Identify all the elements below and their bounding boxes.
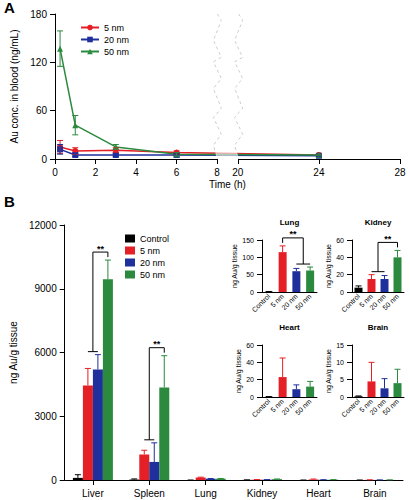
svg-text:Kidney: Kidney — [247, 488, 278, 499]
svg-text:6: 6 — [174, 167, 180, 178]
svg-text:150: 150 — [242, 237, 254, 244]
svg-text:Brain: Brain — [363, 488, 386, 499]
svg-text:180: 180 — [30, 9, 47, 20]
svg-text:**: ** — [384, 234, 392, 244]
svg-text:ng Au/g tissue: ng Au/g tissue — [8, 321, 19, 384]
svg-text:60: 60 — [36, 105, 48, 116]
svg-text:20 nm: 20 nm — [280, 397, 299, 417]
svg-text:5: 5 — [340, 376, 344, 383]
svg-text:100: 100 — [242, 254, 254, 261]
svg-text:B: B — [4, 193, 15, 210]
svg-text:**: ** — [153, 339, 161, 349]
svg-text:**: ** — [97, 244, 105, 254]
svg-text:2: 2 — [93, 167, 99, 178]
svg-text:5 nm: 5 nm — [269, 292, 286, 309]
svg-text:5 nm: 5 nm — [104, 23, 124, 33]
svg-text:Lung: Lung — [195, 488, 217, 499]
svg-text:50 nm: 50 nm — [381, 292, 400, 311]
svg-text:**: ** — [289, 229, 297, 239]
svg-text:50 nm: 50 nm — [140, 270, 165, 280]
svg-text:5 nm: 5 nm — [358, 397, 374, 414]
svg-text:ng Au/g tissue: ng Au/g tissue — [325, 349, 333, 393]
svg-text:40: 40 — [246, 359, 254, 366]
svg-text:5 nm: 5 nm — [358, 292, 374, 309]
svg-text:Control: Control — [250, 292, 272, 314]
svg-text:60: 60 — [336, 237, 344, 244]
svg-text:Spleen: Spleen — [134, 488, 165, 499]
svg-text:0: 0 — [340, 394, 344, 401]
svg-text:Heart: Heart — [306, 488, 331, 499]
svg-text:4: 4 — [133, 167, 139, 178]
svg-text:20 nm: 20 nm — [280, 292, 299, 312]
svg-text:28: 28 — [394, 167, 406, 178]
svg-text:5 nm: 5 nm — [269, 397, 286, 414]
svg-text:Control: Control — [250, 397, 272, 419]
svg-text:12000: 12000 — [29, 220, 57, 231]
svg-text:9000: 9000 — [34, 283, 57, 294]
svg-text:0: 0 — [340, 289, 344, 296]
svg-text:5 nm: 5 nm — [140, 246, 160, 256]
svg-text:Control: Control — [340, 292, 361, 314]
svg-text:Liver: Liver — [82, 488, 104, 499]
svg-text:20 nm: 20 nm — [140, 258, 165, 268]
svg-text:Control: Control — [340, 397, 361, 419]
svg-text:20: 20 — [232, 167, 244, 178]
svg-text:Time (h): Time (h) — [209, 179, 246, 190]
svg-text:ng Au/g tissue: ng Au/g tissue — [231, 244, 239, 288]
svg-text:Heart: Heart — [279, 323, 300, 332]
svg-text:Control: Control — [140, 234, 169, 244]
svg-text:0: 0 — [250, 394, 254, 401]
svg-text:Kidney: Kidney — [365, 218, 392, 227]
svg-text:50 nm: 50 nm — [294, 292, 313, 311]
svg-text:ng Au/g tissue: ng Au/g tissue — [325, 244, 333, 288]
svg-text:20 nm: 20 nm — [368, 292, 387, 312]
svg-text:24: 24 — [313, 167, 325, 178]
svg-text:0: 0 — [41, 154, 47, 165]
svg-text:A: A — [4, 0, 15, 16]
svg-text:0: 0 — [52, 167, 58, 178]
svg-text:3000: 3000 — [34, 411, 57, 422]
svg-text:20 nm: 20 nm — [368, 397, 387, 417]
svg-text:6000: 6000 — [34, 347, 57, 358]
svg-text:60: 60 — [246, 342, 254, 349]
svg-text:20: 20 — [246, 376, 254, 383]
svg-text:50 nm: 50 nm — [104, 47, 129, 57]
svg-text:0: 0 — [51, 475, 57, 486]
svg-text:ng Au/g tissue: ng Au/g tissue — [235, 349, 243, 393]
svg-text:50 nm: 50 nm — [381, 397, 400, 416]
svg-text:Brain: Brain — [368, 323, 389, 332]
svg-text:40: 40 — [336, 254, 344, 261]
svg-text:50: 50 — [246, 271, 254, 278]
svg-text:Au conc. in blood (ng/mL): Au conc. in blood (ng/mL) — [9, 30, 20, 144]
svg-text:20: 20 — [336, 271, 344, 278]
svg-text:0: 0 — [250, 289, 254, 296]
svg-text:10: 10 — [336, 359, 344, 366]
svg-text:15: 15 — [336, 342, 344, 349]
svg-text:50 nm: 50 nm — [294, 397, 313, 416]
svg-text:Lung: Lung — [280, 218, 300, 227]
svg-text:20 nm: 20 nm — [104, 35, 129, 45]
svg-text:8: 8 — [214, 167, 220, 178]
svg-text:120: 120 — [30, 57, 47, 68]
